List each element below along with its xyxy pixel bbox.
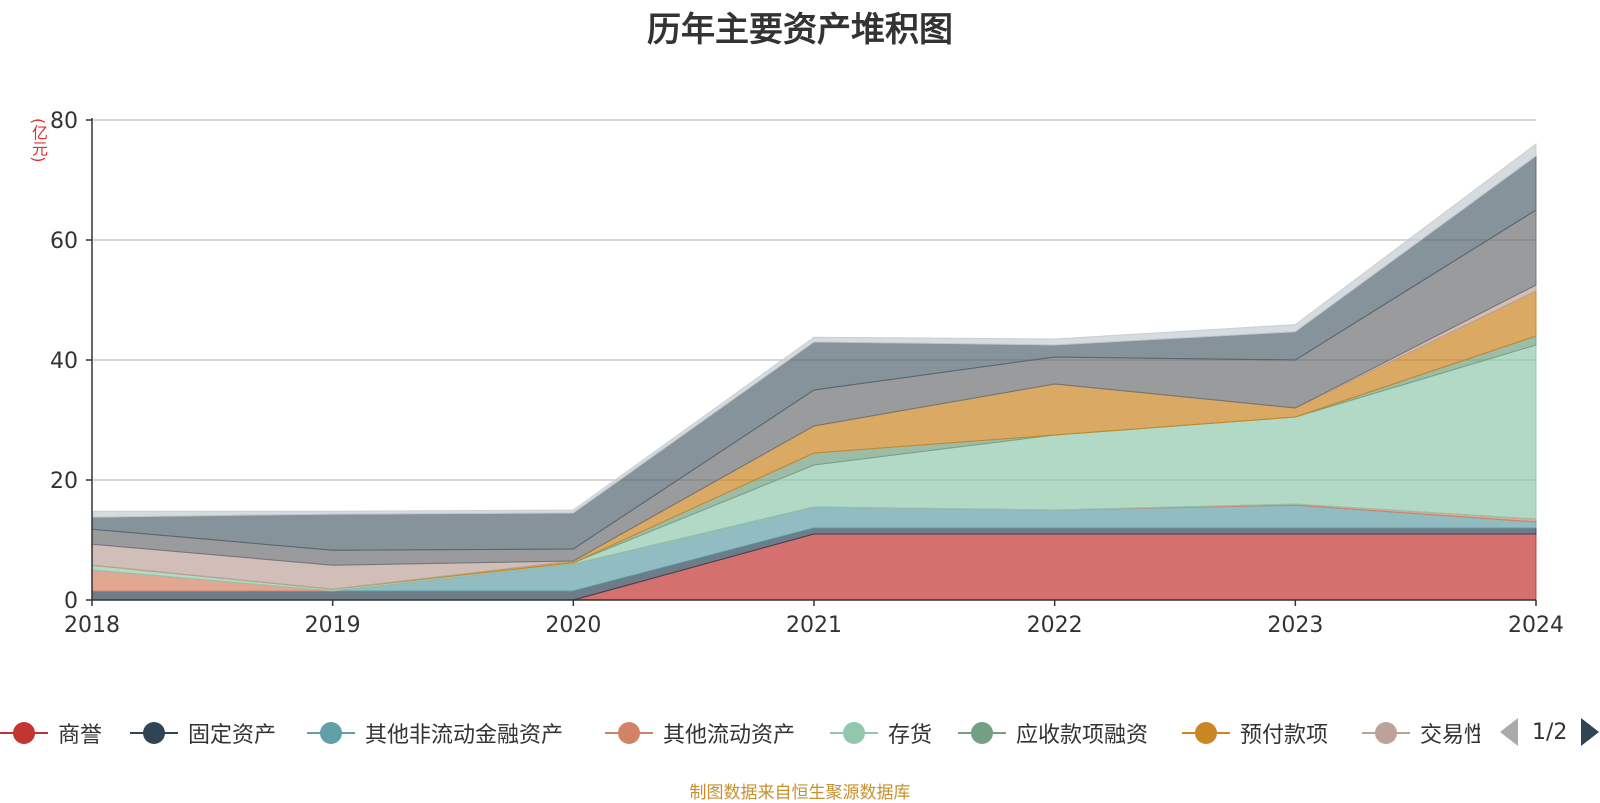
x-tick-label-5: 2023 <box>1267 613 1323 638</box>
legend-label: 交易性 <box>1420 723 1480 748</box>
legend-label: 商誉 <box>58 723 103 748</box>
legend-prev-page-button[interactable] <box>1500 718 1518 746</box>
data-source-footer: 制图数据来自恒生聚源数据库 <box>689 783 911 803</box>
legend-page-indicator: 1/2 <box>1532 719 1568 745</box>
chart-title: 历年主要资产堆积图 <box>647 10 953 50</box>
legend-marker-icon <box>1182 718 1230 748</box>
axes <box>86 118 1537 606</box>
legend-marker-icon <box>0 718 48 748</box>
stacked-area-chart: 0 20 40 60 80 2018 2019 2020 2021 2022 2023 2024 <box>50 109 1564 638</box>
x-tick-label-4: 2022 <box>1027 613 1083 638</box>
x-tick-label-0: 2018 <box>64 613 120 638</box>
legend-marker-icon <box>130 718 178 748</box>
x-tick-label-2: 2020 <box>545 613 601 638</box>
x-tick-label-3: 2021 <box>786 613 842 638</box>
legend-pager: 1/2 <box>1500 712 1600 752</box>
legend-marker-icon <box>605 718 653 748</box>
legend-label: 固定资产 <box>188 723 277 748</box>
legend-label: 应收款项融资 <box>1016 723 1149 748</box>
legend-item-0[interactable]: 商誉 <box>0 708 102 758</box>
legend-marker-icon <box>1362 718 1410 748</box>
legend-label: 其他流动资产 <box>663 723 796 748</box>
legend-item-3[interactable]: 其他流动资产 <box>605 708 795 758</box>
y-tick-label-4: 80 <box>50 109 78 134</box>
y-tick-label-1: 20 <box>50 469 78 494</box>
y-axis-unit-label: (亿元) <box>29 118 48 163</box>
legend-marker-icon <box>830 718 878 748</box>
legend-item-6[interactable]: 预付款项 <box>1182 708 1328 758</box>
legend-label: 预付款项 <box>1240 723 1329 748</box>
y-tick-label-0: 0 <box>64 589 78 614</box>
y-tick-label-2: 40 <box>50 349 78 374</box>
legend-marker-icon <box>307 718 355 748</box>
area-series <box>91 142 1537 601</box>
legend-next-page-button[interactable] <box>1581 718 1600 746</box>
area-series-10[interactable] <box>91 142 1537 518</box>
y-tick-label-3: 60 <box>50 229 78 254</box>
x-tick-label-1: 2019 <box>305 613 361 638</box>
legend-item-1[interactable]: 固定资产 <box>130 708 276 758</box>
legend-item-4[interactable]: 存货 <box>830 708 932 758</box>
legend-item-7[interactable]: 交易性 <box>1362 708 1480 758</box>
legend-label: 其他非流动金融资产 <box>365 723 564 748</box>
legend-item-5[interactable]: 应收款项融资 <box>958 708 1148 758</box>
legend-item-2[interactable]: 其他非流动金融资产 <box>307 708 563 758</box>
legend-label: 存货 <box>888 723 933 748</box>
legend-marker-icon <box>958 718 1006 748</box>
tick-labels: 0 20 40 60 80 2018 2019 2020 2021 2022 2023 2024 <box>50 109 1564 638</box>
legend: 商誉 固定资产 其他非流动金融资产 其他流动资产 存货 应收款项融资 预付款项 交易性 <box>0 708 1600 758</box>
x-tick-label-6: 2024 <box>1508 613 1564 638</box>
